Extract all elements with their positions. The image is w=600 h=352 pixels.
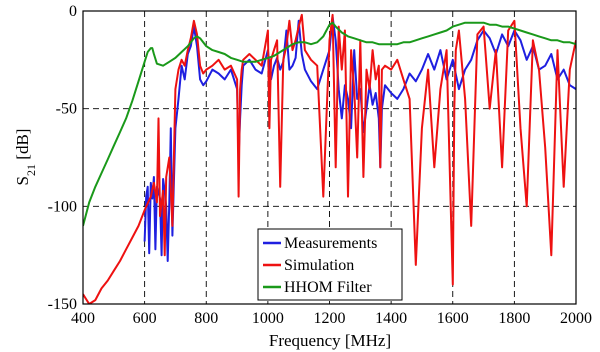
x-tick-label: 400 [71,310,95,327]
x-tick-label: 1800 [498,310,530,327]
x-tick-label: 2000 [560,310,592,327]
series-lines [83,13,576,304]
y-tick-label: -100 [48,198,77,215]
plot-frame [82,10,577,305]
x-tick-label: 1400 [375,310,407,327]
x-axis-label: Frequency [MHz] [269,331,391,350]
y-axis-label-subscript: 21 [24,164,38,176]
legend-label: HHOM Filter [284,279,372,296]
legend-label: Simulation [284,257,354,274]
y-tick-label: -150 [48,296,77,313]
tick-labels: 400 600 800 1000 1200 1400 1600 1800 2000 0 -50 -10… [48,3,592,327]
y-tick-label: -50 [56,101,77,118]
x-tick-label: 1200 [314,310,346,327]
x-tick-label: 1600 [437,310,469,327]
series-line-2 [83,13,576,304]
legend-box [257,228,403,301]
legend: Measurements Simulation HHOM Filter [257,228,403,301]
x-tick-label: 600 [133,310,157,327]
x-tick-label: 800 [194,310,218,327]
legend-label: Measurements [284,235,377,252]
y-axis-label: S21 [dB] [13,129,38,186]
y-axis-label-base: S [13,176,32,185]
x-tick-label: 1000 [252,310,284,327]
series-line-1 [143,15,576,262]
y-axis-label-unit: [dB] [13,129,32,164]
series-line-3 [83,21,576,227]
y-tick-label: 0 [69,3,77,20]
